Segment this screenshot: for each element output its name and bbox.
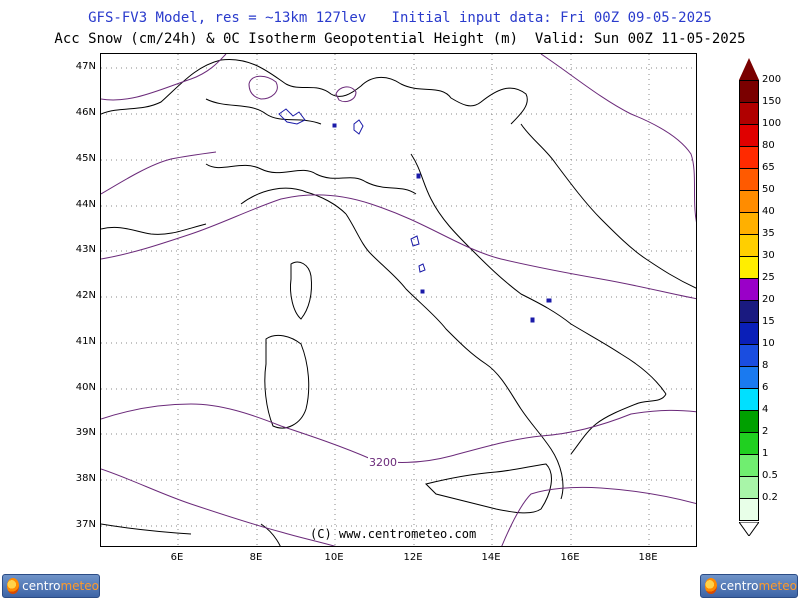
- lat-label: 40N: [75, 382, 96, 393]
- lat-label: 43N: [75, 244, 96, 255]
- lat-label: 42N: [75, 290, 96, 301]
- lon-label: 14E: [481, 552, 501, 563]
- lat-label: 38N: [75, 473, 96, 484]
- snow-patches: [278, 108, 552, 323]
- centrometeo-sun-icon: [705, 578, 718, 594]
- legend-swatch: [739, 433, 759, 455]
- lat-label: 45N: [75, 153, 96, 164]
- chart-subtitle: Acc Snow (cm/24h) & 0C Isotherm Geopoten…: [54, 31, 746, 47]
- legend-swatch: [739, 279, 759, 301]
- lon-label: 16E: [560, 552, 580, 563]
- legend-label: 0.2: [762, 492, 778, 503]
- legend-swatch: [739, 411, 759, 433]
- legend-swatch: [739, 80, 759, 103]
- legend-swatch: [739, 147, 759, 169]
- legend-label: 1: [762, 448, 769, 459]
- legend-swatch: [739, 389, 759, 411]
- lat-label: 37N: [75, 519, 96, 530]
- legend-label: 10: [762, 338, 775, 349]
- lat-label: 47N: [75, 61, 96, 72]
- legend-label: 8: [762, 360, 769, 371]
- coastlines: [101, 58, 696, 546]
- legend-swatch: [739, 455, 759, 477]
- centrometeo-sun-icon: [7, 578, 20, 594]
- logo-text-b: meteo: [60, 579, 99, 593]
- legend-swatch: [739, 499, 759, 521]
- legend-label: 40: [762, 206, 775, 217]
- legend-label: 15: [762, 316, 775, 327]
- legend-label: 50: [762, 184, 775, 195]
- legend-label: 150: [762, 96, 782, 107]
- lat-label: 41N: [75, 336, 96, 347]
- logo-text-a: centro: [22, 579, 61, 593]
- lon-label: 10E: [324, 552, 344, 563]
- legend-label: 35: [762, 228, 775, 239]
- snow-legend: [739, 80, 759, 521]
- lon-label: 12E: [403, 552, 423, 563]
- legend-swatch: [739, 235, 759, 257]
- legend-swatch: [739, 169, 759, 191]
- legend-swatch: [739, 125, 759, 147]
- legend-label: 0.5: [762, 470, 778, 481]
- centrometeo-logo-right[interactable]: centrometeo: [700, 574, 798, 598]
- centrometeo-logo-left[interactable]: centrometeo: [2, 574, 100, 598]
- legend-swatch: [739, 323, 759, 345]
- logo-text-a: centro: [720, 579, 759, 593]
- legend-swatch: [739, 477, 759, 499]
- copyright-text: (C) www.centrometeo.com: [310, 527, 477, 541]
- legend-label: 100: [762, 118, 782, 129]
- legend-arrow-top-icon: [739, 58, 759, 80]
- legend-swatch: [739, 213, 759, 235]
- legend-swatch: [739, 367, 759, 389]
- map-canvas: [101, 54, 696, 546]
- legend-swatch: [739, 257, 759, 279]
- lat-label: 44N: [75, 199, 96, 210]
- legend-label: 30: [762, 250, 775, 261]
- legend-swatch: [739, 345, 759, 367]
- lat-label: 39N: [75, 427, 96, 438]
- lon-label: 6E: [170, 552, 184, 563]
- lon-label: 8E: [249, 552, 263, 563]
- legend-swatch: [739, 301, 759, 323]
- logo-text-b: meteo: [758, 579, 797, 593]
- model-title: GFS-FV3 Model, res = ~13km 127lev Initia…: [88, 10, 712, 26]
- legend-label: 6: [762, 382, 769, 393]
- legend-label: 200: [762, 74, 782, 85]
- legend-label: 25: [762, 272, 775, 283]
- legend-label: 20: [762, 294, 775, 305]
- lon-label: 18E: [638, 552, 658, 563]
- lat-label: 46N: [75, 107, 96, 118]
- legend-label: 2: [762, 426, 769, 437]
- legend-swatch: [739, 103, 759, 125]
- legend-label: 4: [762, 404, 769, 415]
- map-panel[interactable]: [100, 53, 697, 547]
- graticule: [101, 54, 696, 546]
- contour-label-3200: 3200: [368, 456, 398, 469]
- legend-swatch: [739, 191, 759, 213]
- isotherm-contours: [101, 54, 696, 546]
- legend-label: 80: [762, 140, 775, 151]
- legend-arrow-bottom-icon: [739, 522, 759, 536]
- legend-label: 65: [762, 162, 775, 173]
